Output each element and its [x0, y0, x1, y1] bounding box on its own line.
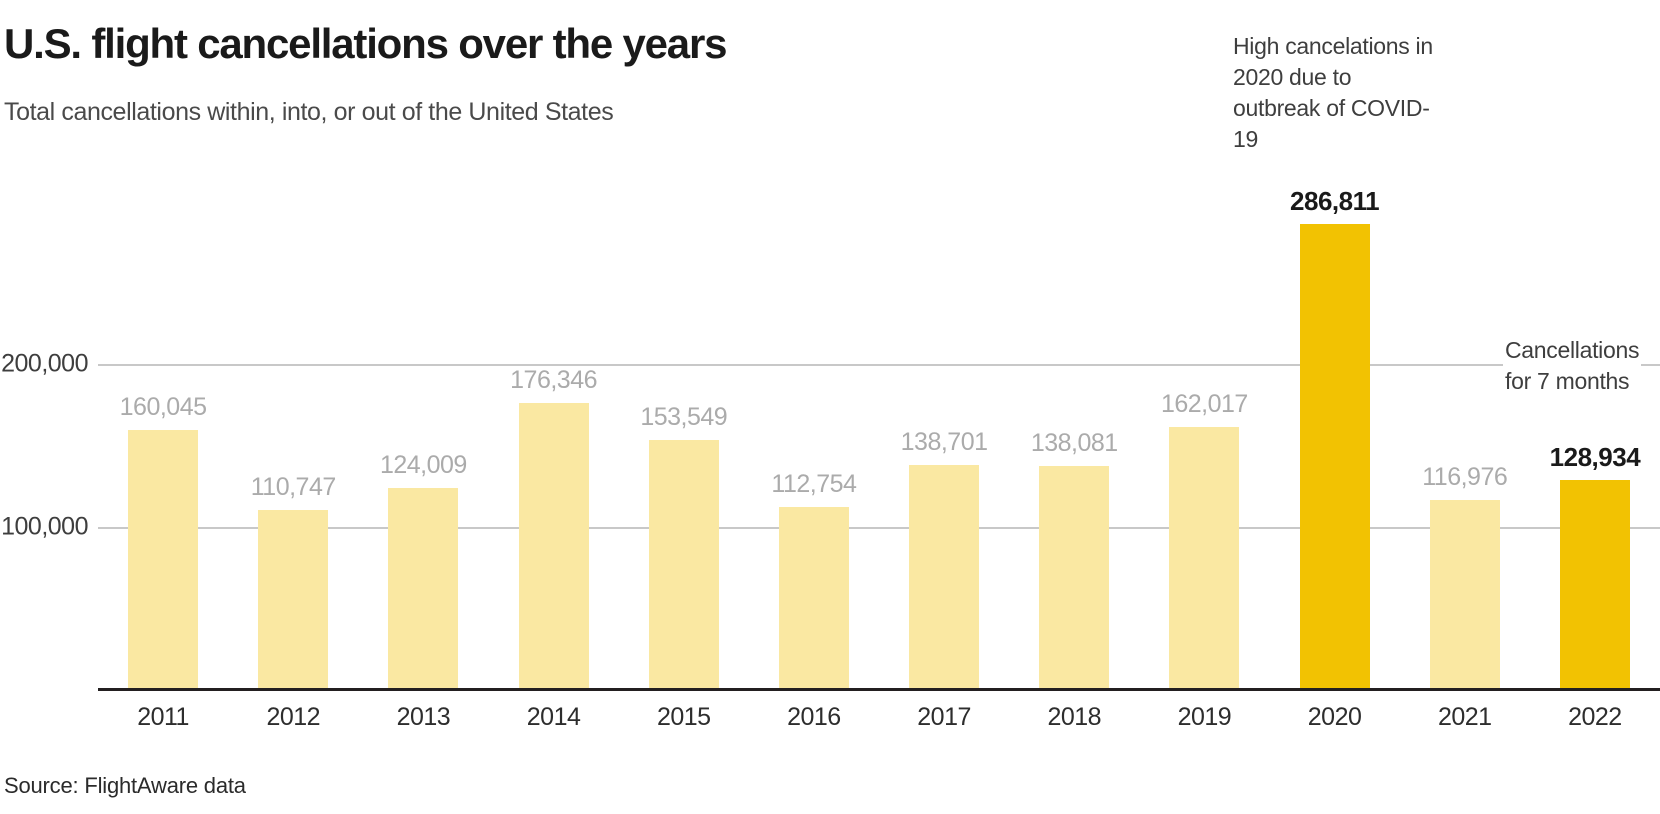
x-axis-label-2011: 2011	[137, 703, 189, 731]
annotation-7-months-line-1: Cancellations	[1505, 337, 1640, 363]
bar-2016	[778, 507, 849, 690]
bar-2014	[518, 403, 589, 690]
bar-value-label-2011: 160,045	[119, 393, 207, 421]
annotation-covid-line-4: 19	[1233, 126, 1258, 152]
bar-2013	[388, 488, 459, 690]
bar-value-label-2012: 110,747	[250, 473, 337, 501]
bar-2011	[128, 430, 199, 690]
bar-value-label-2021: 116,976	[1422, 463, 1508, 491]
bar-value-label-2013: 124,009	[379, 451, 467, 479]
x-axis-label-2021: 2021	[1437, 703, 1492, 731]
annotation-covid-2020: High cancelations in 2020 due to outbrea…	[1233, 31, 1493, 155]
bar-value-label-2016: 112,754	[771, 470, 857, 498]
x-axis-label-2013: 2013	[396, 703, 451, 731]
bar-value-label-2018: 138,081	[1030, 429, 1118, 457]
bar-2022	[1559, 480, 1630, 690]
x-axis-line	[98, 688, 1660, 691]
annotation-covid-line-1: High cancelations in	[1233, 33, 1433, 59]
bar-value-label-2019: 162,017	[1160, 390, 1248, 418]
bar-value-label-2022: 128,934	[1549, 442, 1641, 472]
bar-2021	[1429, 500, 1500, 690]
x-axis-label-2018: 2018	[1047, 703, 1102, 731]
y-axis-tick-100,000: 100,000	[1, 511, 88, 540]
annotation-7-months: Cancellations for 7 months	[1503, 335, 1642, 397]
bar-2012	[258, 510, 329, 690]
x-axis-label-2020: 2020	[1307, 703, 1362, 731]
bar-2017	[909, 465, 980, 690]
bar-value-label-2014: 176,346	[510, 366, 598, 394]
page-title: U.S. flight cancellations over the years	[4, 20, 727, 67]
bar-2018	[1039, 466, 1110, 690]
gridline-100,000	[98, 526, 1660, 529]
source-note: Source: FlightAware data	[4, 773, 246, 798]
annotation-covid-line-2: 2020 due to	[1233, 64, 1352, 90]
annotation-covid-line-3: outbreak of COVID-	[1233, 95, 1430, 121]
annotation-7-months-line-2: for 7 months	[1505, 368, 1630, 394]
x-axis-label-2019: 2019	[1177, 703, 1232, 731]
x-axis-label-2014: 2014	[526, 703, 581, 731]
x-axis-label-2012: 2012	[266, 703, 321, 731]
bar-2019	[1169, 427, 1240, 690]
bar-2015	[648, 440, 719, 690]
bar-value-label-2020: 286,811	[1290, 186, 1380, 216]
x-axis-label-2016: 2016	[787, 703, 841, 731]
gridline-200,000	[98, 364, 1660, 366]
bar-2020	[1299, 224, 1370, 690]
y-axis-tick-200,000: 200,000	[1, 349, 88, 378]
x-axis-label-2017: 2017	[917, 703, 971, 731]
bar-value-label-2017: 138,701	[900, 428, 988, 456]
chart-subtitle: Total cancellations within, into, or out…	[4, 98, 614, 126]
x-axis-label-2015: 2015	[656, 703, 711, 731]
bar-value-label-2015: 153,549	[640, 403, 728, 431]
x-axis-label-2022: 2022	[1568, 703, 1622, 731]
